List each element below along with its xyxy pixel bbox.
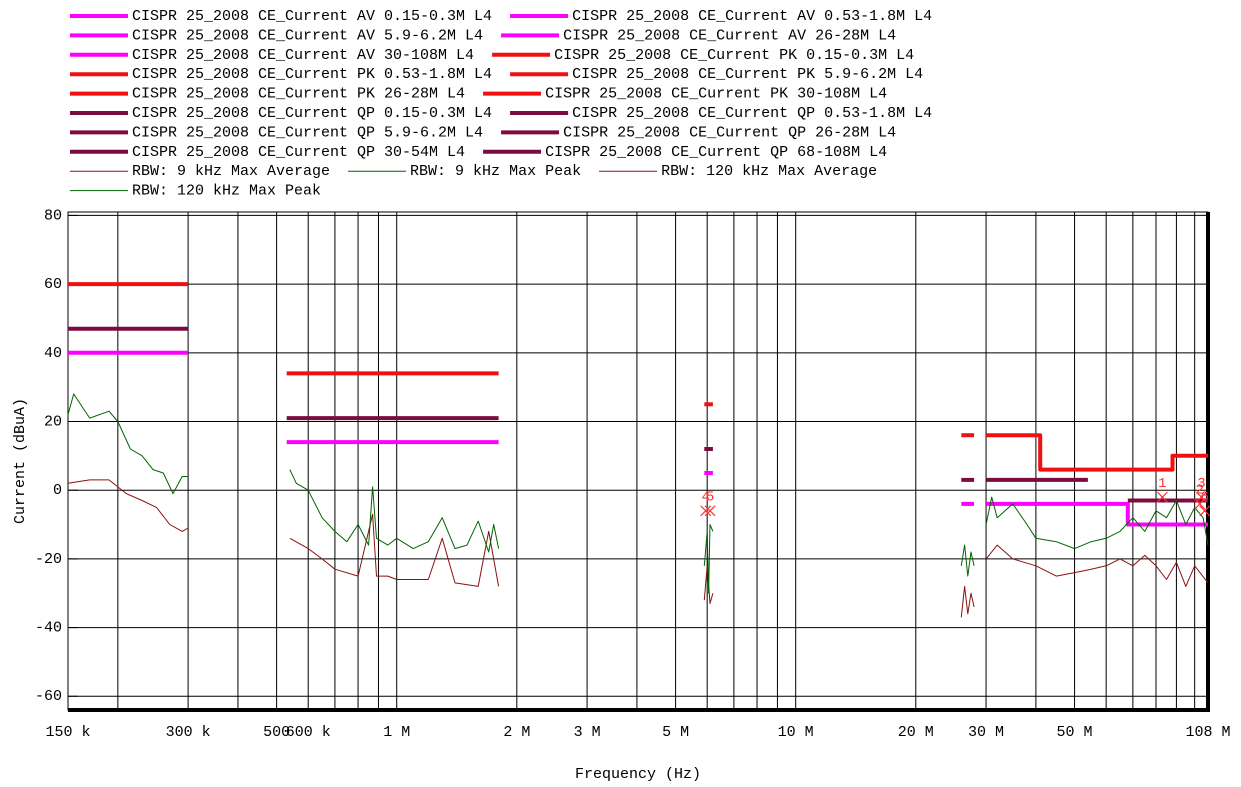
legend-label: RBW: 9 kHz Max Peak xyxy=(410,163,581,180)
x-tick-label: 1 M xyxy=(383,724,410,741)
marker xyxy=(704,505,716,517)
x-tick-label: 600 k xyxy=(286,724,331,741)
legend-label: CISPR 25_2008 CE_Current PK 30-108M L4 xyxy=(545,86,887,103)
legend-label: CISPR 25_2008 CE_Current QP 26-28M L4 xyxy=(563,124,896,141)
legend-label: CISPR 25_2008 CE_Current PK 5.9-6.2M L4 xyxy=(572,66,923,83)
x-tick-label: 30 M xyxy=(968,724,1004,741)
x-tick-label: 3 M xyxy=(574,724,601,741)
x-tick-label: 300 k xyxy=(166,724,211,741)
y-tick-label: 40 xyxy=(44,345,62,362)
y-tick-label: 80 xyxy=(44,207,62,224)
marker xyxy=(1156,491,1168,503)
legend-label: CISPR 25_2008 CE_Current QP 5.9-6.2M L4 xyxy=(132,124,483,141)
series-line xyxy=(960,544,1209,618)
plot-frame xyxy=(67,211,1209,711)
x-tick-label: 20 M xyxy=(898,724,934,741)
legend-label: CISPR 25_2008 CE_Current AV 5.9-6.2M L4 xyxy=(132,27,483,44)
marker-label: 2 xyxy=(1196,483,1204,499)
y-tick-label: -60 xyxy=(35,688,62,705)
y-tick-label: 60 xyxy=(44,276,62,293)
y-tick-label: -20 xyxy=(35,551,62,568)
marker xyxy=(1199,505,1211,517)
legend-label: CISPR 25_2008 CE_Current PK 0.15-0.3M L4 xyxy=(554,47,914,64)
series-line xyxy=(986,501,1208,527)
marker-label: 5 xyxy=(706,490,714,506)
legend-label: CISPR 25_2008 CE_Current PK 26-28M L4 xyxy=(132,86,465,103)
x-tick-label: 2 M xyxy=(503,724,530,741)
x-tick-label: 5 M xyxy=(662,724,689,741)
x-tick-label: 150 k xyxy=(45,724,90,741)
y-tick-label: 0 xyxy=(53,482,62,499)
legend-label: CISPR 25_2008 CE_Current AV 0.53-1.8M L4 xyxy=(572,8,932,25)
marker xyxy=(1196,491,1207,503)
legend-label: CISPR 25_2008 CE_Current QP 0.53-1.8M L4 xyxy=(572,105,932,122)
legend-label: CISPR 25_2008 CE_Current QP 30-54M L4 xyxy=(132,144,465,161)
legend-label: RBW: 9 kHz Max Average xyxy=(132,163,330,180)
legend-label: RBW: 120 kHz Max Average xyxy=(661,163,877,180)
series-line xyxy=(986,433,1208,472)
legend-label: CISPR 25_2008 CE_Current QP 68-108M L4 xyxy=(545,144,887,161)
legend-label: CISPR 25_2008 CE_Current AV 0.15-0.3M L4 xyxy=(132,8,492,25)
legend-label: RBW: 120 kHz Max Peak xyxy=(132,183,321,200)
marker-label: 6 xyxy=(1201,490,1209,506)
marker-label: 3 xyxy=(1197,476,1205,492)
y-tick-label: 20 xyxy=(44,413,62,430)
legend-label: CISPR 25_2008 CE_Current AV 26-28M L4 xyxy=(563,27,896,44)
marker xyxy=(1194,498,1206,510)
y-axis-label: Current (dBuA) xyxy=(12,398,29,524)
y-tick-label: -40 xyxy=(35,620,62,637)
series-line xyxy=(67,393,714,594)
series-line xyxy=(960,496,1209,577)
x-tick-label: 500 xyxy=(263,724,290,741)
legend-label: CISPR 25_2008 CE_Current QP 0.15-0.3M L4 xyxy=(132,105,492,122)
x-axis-label: Frequency (Hz) xyxy=(575,766,701,783)
legend-label: CISPR 25_2008 CE_Current AV 30-108M L4 xyxy=(132,47,474,64)
marker xyxy=(700,505,712,517)
series-line xyxy=(67,479,714,604)
x-tick-label: 108 M xyxy=(1185,724,1230,741)
legend-label: CISPR 25_2008 CE_Current PK 0.53-1.8M L4 xyxy=(132,66,492,83)
marker-label: 4 xyxy=(702,490,710,506)
x-tick-label: 50 M xyxy=(1057,724,1093,741)
x-tick-label: 10 M xyxy=(778,724,814,741)
marker-label: 1 xyxy=(1158,476,1166,492)
